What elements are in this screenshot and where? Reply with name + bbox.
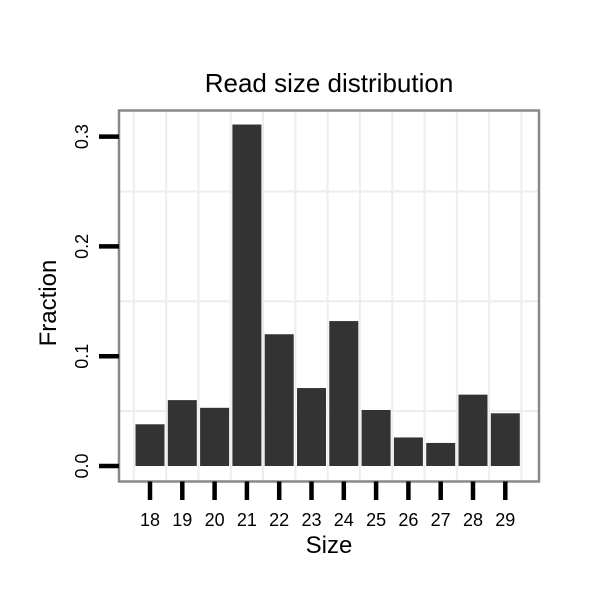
- chart-title: Read size distribution: [204, 68, 454, 98]
- bar-26: [393, 437, 423, 466]
- y-tick-label: 0.2: [72, 234, 92, 259]
- x-axis-title: Size: [305, 532, 353, 559]
- bar-21: [232, 124, 262, 466]
- bar-22: [264, 334, 294, 466]
- y-tick-label: 0.0: [72, 453, 92, 478]
- x-tick-label: 19: [172, 510, 192, 530]
- bar-29: [490, 413, 520, 466]
- bar-20: [200, 407, 230, 466]
- x-tick-label: 29: [495, 510, 515, 530]
- x-tick-label: 23: [301, 510, 321, 530]
- x-tick-label: 22: [269, 510, 289, 530]
- bar-23: [297, 388, 326, 466]
- bar-24: [329, 321, 359, 466]
- y-tick-label: 0.1: [72, 344, 92, 369]
- bar-18: [135, 424, 165, 466]
- bar-28: [458, 394, 488, 466]
- bar-27: [426, 442, 456, 466]
- panel-border: [117, 109, 541, 483]
- bar-19: [167, 400, 197, 466]
- x-tick-label: 27: [431, 510, 451, 530]
- x-tick-label: 26: [398, 510, 418, 530]
- y-tick-label: 0.3: [72, 124, 92, 149]
- x-tick-label: 24: [334, 510, 354, 530]
- x-tick-label: 20: [205, 510, 225, 530]
- bar-25: [361, 410, 391, 466]
- x-tick-label: 25: [366, 510, 386, 530]
- x-tick-label: 28: [463, 510, 483, 530]
- x-tick-label: 21: [237, 510, 257, 530]
- x-tick-label: 18: [140, 510, 160, 530]
